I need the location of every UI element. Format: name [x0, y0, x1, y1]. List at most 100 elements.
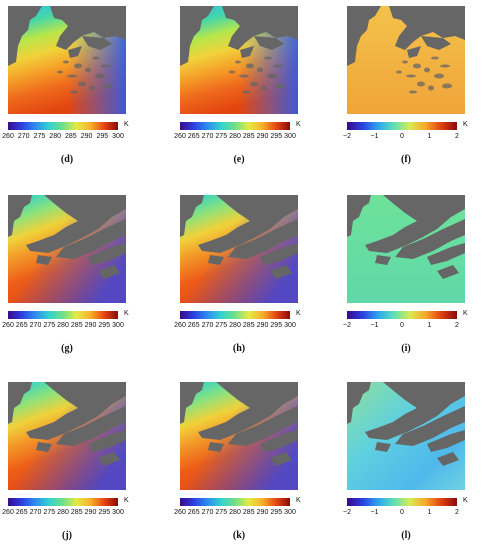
colorbar-unit: K [296, 497, 301, 504]
colorbar-unit: K [124, 121, 129, 128]
tick-label: 265 [187, 322, 200, 329]
tick-label: 290 [80, 133, 93, 140]
tick-label: 295 [270, 322, 283, 329]
tick-label: −2 [343, 509, 351, 516]
tick-label: 300 [284, 509, 296, 516]
tick-label: 1 [427, 322, 432, 329]
map-panel-d [8, 6, 126, 114]
tick-label: −1 [370, 509, 379, 516]
tick-label: 265 [15, 509, 28, 516]
tick-label: 285 [242, 322, 255, 329]
tick-label: 260 [174, 322, 186, 329]
map-panel-h [180, 195, 298, 303]
tick-label: 270 [29, 509, 42, 516]
tick-label: 290 [84, 322, 97, 329]
tick-label: 1 [427, 133, 432, 140]
tick-label: 260 [174, 133, 186, 140]
tick-label: 270 [29, 322, 42, 329]
colorbar-unit: K [463, 310, 468, 317]
tick-label: −1 [370, 133, 379, 140]
colorbar-unit: K [296, 121, 301, 128]
tick-label: −2 [343, 322, 351, 329]
colorbar-unit: K [463, 121, 468, 128]
panel-caption: (f) [401, 154, 411, 165]
tick-label: 2 [455, 322, 459, 329]
tick-label: 0 [400, 133, 404, 140]
tick-label: 290 [84, 509, 97, 516]
tick-label: 275 [33, 133, 46, 140]
map-panel-f [347, 6, 465, 114]
tick-label: 290 [256, 322, 269, 329]
tick-label: 0 [400, 322, 404, 329]
colorbar-ticks: 260 265 270 275 280 285 290 295 300 [174, 133, 296, 143]
tick-label: 2 [455, 509, 459, 516]
colorbar-ticks: −2 −1 0 1 2 [343, 133, 459, 143]
tick-label: 270 [201, 509, 214, 516]
tick-label: 280 [57, 509, 69, 516]
colorbar-unit: K [296, 310, 301, 317]
colorbar-ticks: −2 −1 0 1 2 [343, 509, 459, 519]
panel-caption: (h) [232, 343, 246, 354]
colorbar-unit: K [124, 497, 129, 504]
tick-label: 265 [187, 133, 200, 140]
map-panel-e [180, 6, 298, 114]
tick-label: 295 [270, 133, 283, 140]
tick-label: 280 [57, 322, 69, 329]
tick-label: 270 [201, 322, 214, 329]
tick-label: 295 [98, 322, 111, 329]
map-panel-l [347, 382, 465, 490]
tick-label: 275 [215, 509, 228, 516]
tick-label: 260 [2, 509, 14, 516]
colorbar [347, 311, 457, 319]
panel-caption: (k) [232, 530, 246, 541]
colorbar-ticks: 260 265 270 275 280 285 290 295 300 [2, 322, 124, 332]
tick-label: 285 [70, 509, 83, 516]
tick-label: 280 [229, 133, 241, 140]
colorbar-ticks: −2 −1 0 1 2 [343, 322, 459, 332]
tick-label: −1 [370, 322, 379, 329]
tick-label: 300 [112, 133, 124, 140]
colorbar-unit: K [124, 310, 129, 317]
tick-label: 300 [112, 509, 124, 516]
tick-label: 295 [270, 509, 283, 516]
colorbar [8, 122, 118, 130]
panel-caption: (g) [61, 343, 73, 354]
tick-label: 1 [427, 509, 432, 516]
tick-label: 265 [187, 509, 200, 516]
tick-label: 270 [17, 133, 30, 140]
panel-caption: (i) [401, 343, 411, 354]
tick-label: 300 [284, 322, 296, 329]
tick-label: 285 [70, 322, 83, 329]
map-panel-j [8, 382, 126, 490]
tick-label: 0 [400, 509, 404, 516]
tick-label: 295 [98, 509, 111, 516]
tick-label: 300 [112, 322, 124, 329]
tick-label: 275 [215, 133, 228, 140]
colorbar-ticks: 260 265 270 275 280 285 290 295 300 [174, 322, 296, 332]
tick-label: 290 [256, 509, 269, 516]
tick-label: 285 [65, 133, 77, 140]
panel-caption: (d) [60, 154, 74, 165]
map-panel-i [347, 195, 465, 303]
colorbar-ticks: 260 265 270 275 280 285 290 295 300 [174, 509, 296, 519]
tick-label: 290 [256, 133, 269, 140]
tick-label: 275 [43, 322, 56, 329]
tick-label: 280 [229, 322, 241, 329]
colorbar-ticks: 260 270 275 280 285 290 295 300 [2, 133, 124, 143]
colorbar [8, 311, 118, 319]
tick-label: −2 [343, 133, 351, 140]
tick-label: 280 [229, 509, 241, 516]
tick-label: 275 [215, 322, 228, 329]
panel-caption: (j) [62, 530, 72, 541]
tick-label: 270 [201, 133, 214, 140]
colorbar-ticks: 260 265 270 275 280 285 290 295 300 [2, 509, 124, 519]
tick-label: 2 [455, 133, 459, 140]
colorbar [180, 311, 290, 319]
tick-label: 275 [43, 509, 56, 516]
tick-label: 285 [242, 133, 255, 140]
tick-label: 260 [2, 322, 14, 329]
colorbar [8, 498, 118, 506]
colorbar [180, 498, 290, 506]
map-panel-k [180, 382, 298, 490]
panel-caption: (l) [401, 530, 411, 541]
